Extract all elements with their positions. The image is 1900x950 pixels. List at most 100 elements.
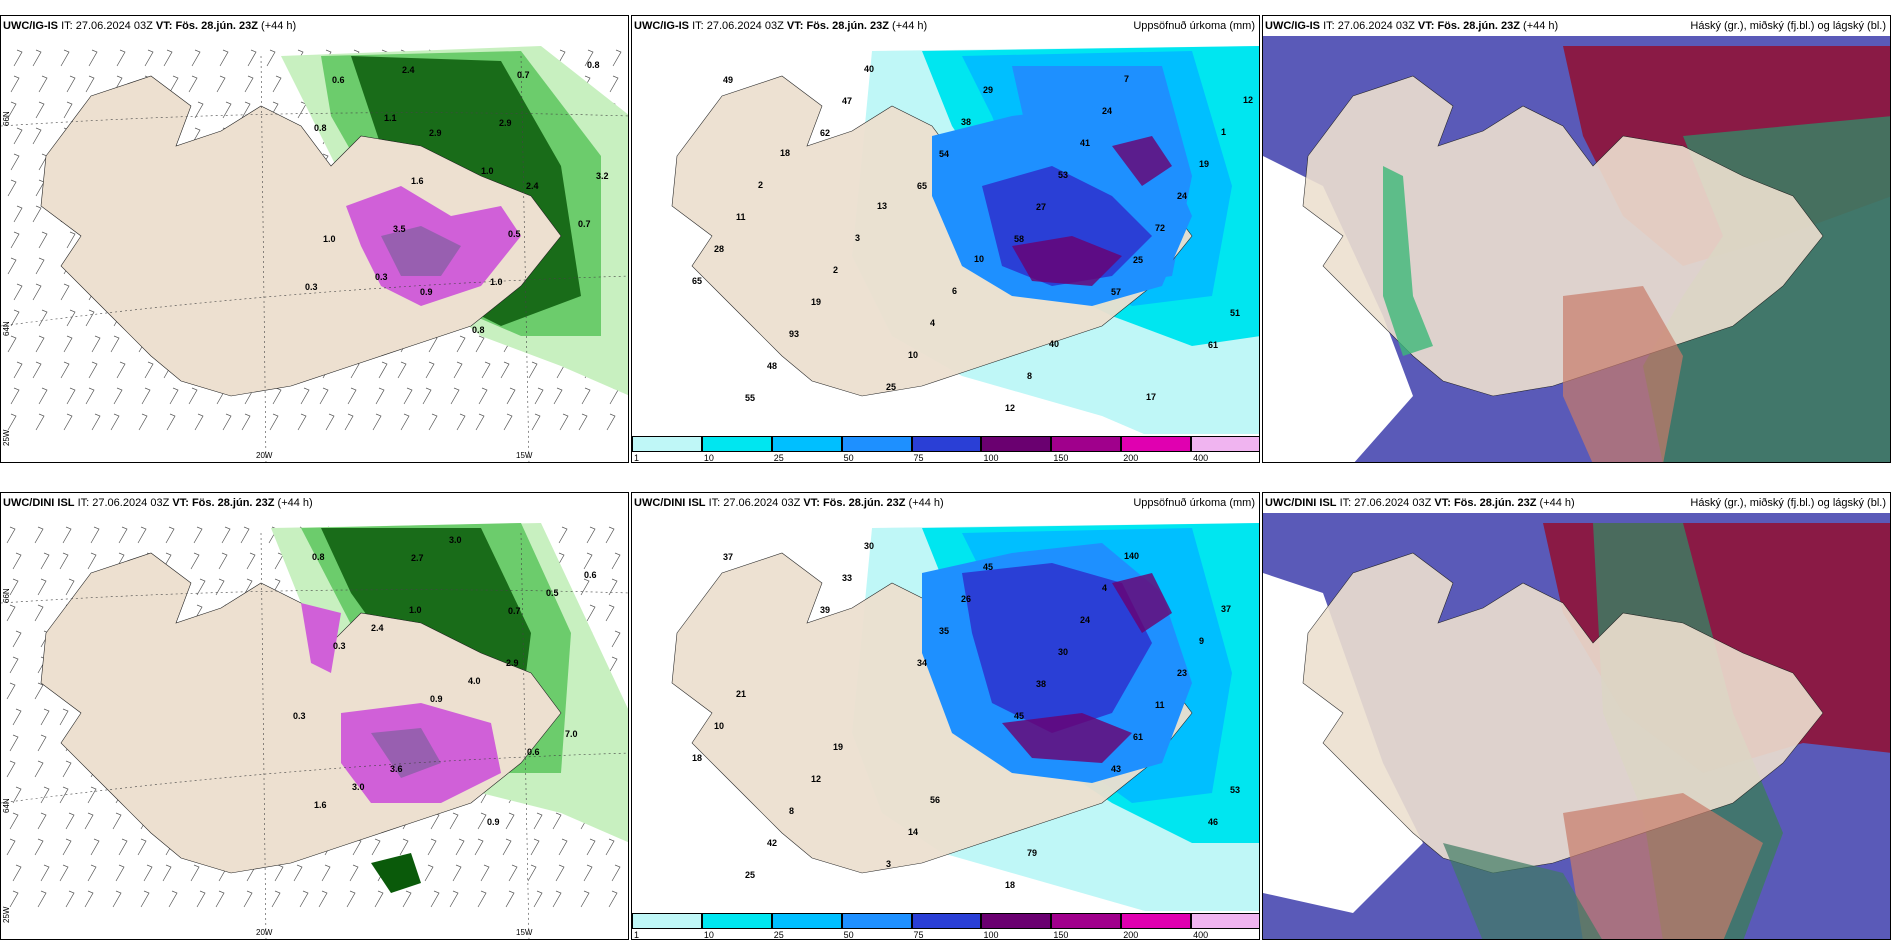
cloud-title: Háský (gr.), miðský (fj.bl.) og lágský (… (1690, 493, 1886, 513)
wind-barb (552, 890, 562, 908)
colorbar-tick: 150 (1053, 930, 1069, 940)
wind-barb (474, 838, 484, 856)
wind-barb (12, 630, 22, 648)
precip-label: 26 (961, 594, 971, 604)
precip-label: 9 (1199, 636, 1204, 646)
wind-barb (10, 75, 20, 93)
wind-barb (196, 578, 206, 596)
wind-barb (7, 335, 17, 353)
wind-barb (349, 864, 359, 882)
precip-label: 3 (886, 859, 891, 869)
precip-label: 40 (1049, 339, 1059, 349)
wind-barb (10, 231, 20, 249)
precip-label: 51 (1230, 308, 1240, 318)
precip-label: 57 (1111, 287, 1121, 297)
colorbar-swatch (1121, 436, 1192, 452)
wind-barb (6, 682, 16, 700)
cloud-panel-bottom: UWC/DINI ISL IT: 27.06.2024 03Z VT: Fös.… (1262, 492, 1891, 940)
wind-barb (63, 335, 73, 353)
colorbar-tick: 400 (1193, 453, 1209, 463)
wind-barb (40, 552, 50, 570)
colorbar-tick: 100 (983, 453, 999, 463)
wind-barb (422, 387, 432, 405)
wind-barb (40, 786, 50, 804)
wind-barb (586, 604, 596, 622)
wind-barb (60, 283, 70, 301)
wind-barb (583, 552, 593, 570)
wind-barb (190, 552, 200, 570)
wind-barb (34, 682, 44, 700)
rate-label: 2.4 (526, 181, 539, 191)
wind-barb (116, 49, 126, 67)
wind-barb (9, 812, 19, 830)
cloud-map (1263, 513, 1890, 939)
precip-label: 3 (855, 233, 860, 243)
colorbar-tick: 50 (843, 930, 854, 940)
precip-panel-top: UWC/IG-IS IT: 27.06.2024 03Z VT: Fös. 28… (631, 15, 1260, 463)
colorbar-swatch (981, 436, 1052, 452)
wind-barb (191, 127, 201, 145)
wind-barb (37, 734, 47, 752)
wind-barb (375, 387, 385, 405)
colorbar-tick: 400 (1193, 930, 1209, 940)
colorbar-swatch (701, 913, 772, 929)
wind-barb (372, 413, 382, 431)
rate-label: 2.4 (402, 65, 415, 75)
wind-barb (553, 387, 563, 405)
lat-label-66n: 66N (2, 111, 11, 126)
rate-map: 0.6 2.9 2.4 1.0 0.9 0.7 0.8 1.6 0.5 0.3 2.4 2.9 3.2 3… (1, 36, 628, 462)
precip-label: 25 (1133, 255, 1143, 265)
wind-barb (32, 49, 42, 67)
rate-label: 0.6 (527, 747, 540, 757)
precip-label: 10 (974, 254, 984, 264)
wind-barb (505, 812, 515, 830)
precip-label: 12 (811, 774, 821, 784)
wind-barb (506, 387, 516, 405)
wind-barb (32, 361, 42, 379)
colorbar-tick: 200 (1123, 453, 1139, 463)
precip-label: 72 (1155, 223, 1165, 233)
precip-label: 24 (1102, 106, 1112, 116)
colorbar-tick: 10 (703, 930, 714, 940)
wind-barb (399, 838, 409, 856)
wind-barb (7, 413, 17, 431)
wind-barb (609, 75, 619, 93)
wind-barb (425, 361, 435, 379)
colorbar-tick: 1 (634, 453, 640, 463)
wind-barb (558, 526, 568, 544)
wind-barb (586, 526, 596, 544)
colorbar-swatch (911, 913, 982, 929)
colorbar-swatch (981, 913, 1052, 929)
wind-barb (13, 361, 23, 379)
lat-label-64n: 64N (2, 321, 11, 336)
colorbar-swatch (771, 913, 842, 929)
wind-barb (35, 413, 45, 431)
wind-barb (580, 578, 590, 596)
wind-barb (140, 890, 150, 908)
precip-label: 12 (1005, 403, 1015, 413)
precip-label: 45 (983, 562, 993, 572)
wind-barb (169, 387, 179, 405)
precip-label: 46 (1208, 817, 1218, 827)
cloud-title: Háský (gr.), miðský (fj.bl.) og lágský (… (1690, 16, 1886, 36)
precip-label: 47 (842, 96, 852, 106)
wind-barb (531, 413, 541, 431)
wind-barb (449, 890, 459, 908)
wind-barb (37, 812, 47, 830)
colorbar: 1 10 25 50 75 100 150 200 400 (632, 911, 1259, 940)
precip-label: 30 (1058, 647, 1068, 657)
cloud-map (1263, 36, 1890, 462)
wind-barb (35, 101, 45, 119)
wind-barb (162, 864, 172, 882)
wind-barb (586, 838, 596, 856)
wind-barb (37, 578, 47, 596)
wind-barb (612, 49, 622, 67)
wind-barb (110, 335, 120, 353)
wind-barb (371, 838, 381, 856)
rate-label: 2.9 (506, 658, 519, 668)
wind-barb (137, 838, 147, 856)
wind-barb (321, 864, 331, 882)
precip-label: 24 (1177, 191, 1187, 201)
rate-label: 2.7 (411, 553, 424, 563)
rate-label: 2.9 (499, 118, 512, 128)
